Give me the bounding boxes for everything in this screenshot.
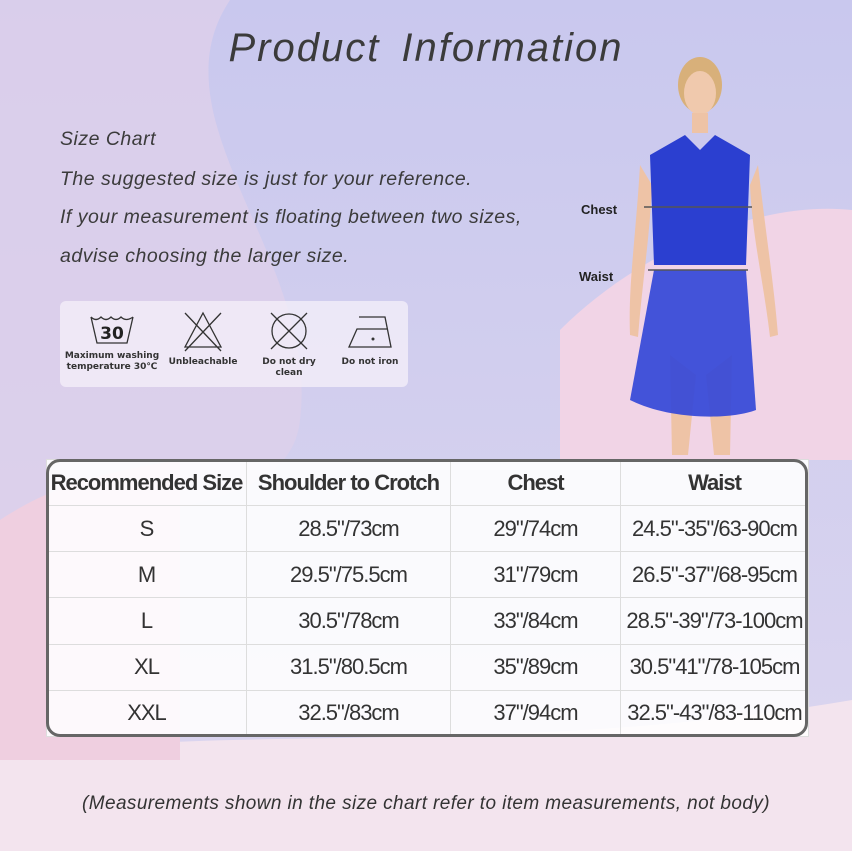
header-cell: Waist — [620, 458, 809, 507]
cell: 30.5"/78cm — [246, 597, 451, 645]
care-label: Do not iron — [341, 357, 399, 367]
size-cell: M — [46, 551, 247, 599]
table-row: XL 31.5"/80.5cm 35"/89cm 30.5"41"/78-105cm — [46, 643, 809, 691]
intro-text: advise choosing the larger size. — [60, 245, 350, 267]
size-cell: L — [46, 597, 247, 645]
cell: 28.5"-39"/73-100cm — [620, 597, 809, 645]
care-label: Unbleachable — [168, 357, 238, 367]
cell: 35"/89cm — [450, 643, 621, 691]
care-label: Do not dry clean — [262, 357, 316, 378]
size-table: Recommended Size Shoulder to Crotch Ches… — [46, 458, 809, 738]
cell: 31.5"/80.5cm — [246, 643, 451, 691]
care-instructions: 30 Maximum washing temperature 30℃ Unblea… — [60, 301, 408, 387]
no-dry-clean-icon — [270, 312, 308, 350]
care-label: temperature 30℃ — [66, 362, 158, 372]
chest-label: Chest — [581, 202, 618, 217]
cell: 37"/94cm — [450, 689, 621, 738]
cell: 30.5"41"/78-105cm — [620, 643, 809, 691]
intro-text: If your measurement is floating between … — [60, 206, 522, 228]
cell: 28.5"/73cm — [246, 505, 451, 553]
header-cell: Chest — [450, 458, 621, 507]
no-iron-icon — [347, 316, 392, 348]
cell: 26.5"-37"/68-95cm — [620, 551, 809, 599]
cell: 29.5"/75.5cm — [246, 551, 451, 599]
care-label: Maximum washing — [64, 351, 160, 361]
size-cell: S — [46, 505, 247, 553]
cell: 33"/84cm — [450, 597, 621, 645]
waist-label: Waist — [579, 269, 614, 284]
page-title: Product Information — [228, 26, 624, 70]
intro-text: The suggested size is just for your refe… — [60, 168, 473, 190]
table-header-row: Recommended Size Shoulder to Crotch Ches… — [46, 458, 809, 507]
table-row: L 30.5"/78cm 33"/84cm 28.5"-39"/73-100cm — [46, 597, 809, 645]
care-item: Do not iron — [336, 309, 404, 368]
model-photo — [629, 57, 778, 455]
cell: 24.5"-35"/63-90cm — [620, 505, 809, 553]
cell: 32.5"/83cm — [246, 689, 451, 738]
table-row: S 28.5"/73cm 29"/74cm 24.5"-35"/63-90cm — [46, 505, 809, 553]
size-cell: XXL — [46, 689, 247, 738]
wash-30-icon: 30 — [90, 316, 134, 344]
table-row: M 29.5"/75.5cm 31"/79cm 26.5"-37"/68-95cm — [46, 551, 809, 599]
no-bleach-icon — [183, 311, 223, 352]
care-item: Do not dry clean — [248, 309, 330, 379]
cell: 29"/74cm — [450, 505, 621, 553]
cell: 32.5"-43"/83-110cm — [620, 689, 809, 738]
footer-note: (Measurements shown in the size chart re… — [82, 793, 770, 814]
table-row: XXL 32.5"/83cm 37"/94cm 32.5"-43"/83-110cm — [46, 689, 809, 738]
header-cell: Recommended Size — [46, 458, 247, 507]
care-item: Unbleachable — [164, 309, 242, 368]
header-cell: Shoulder to Crotch — [246, 458, 451, 507]
size-cell: XL — [46, 643, 247, 691]
svg-text:30: 30 — [100, 324, 124, 344]
size-chart-heading: Size Chart — [60, 128, 157, 150]
care-item: 30 Maximum washing temperature 30℃ — [64, 309, 160, 373]
cell: 31"/79cm — [450, 551, 621, 599]
